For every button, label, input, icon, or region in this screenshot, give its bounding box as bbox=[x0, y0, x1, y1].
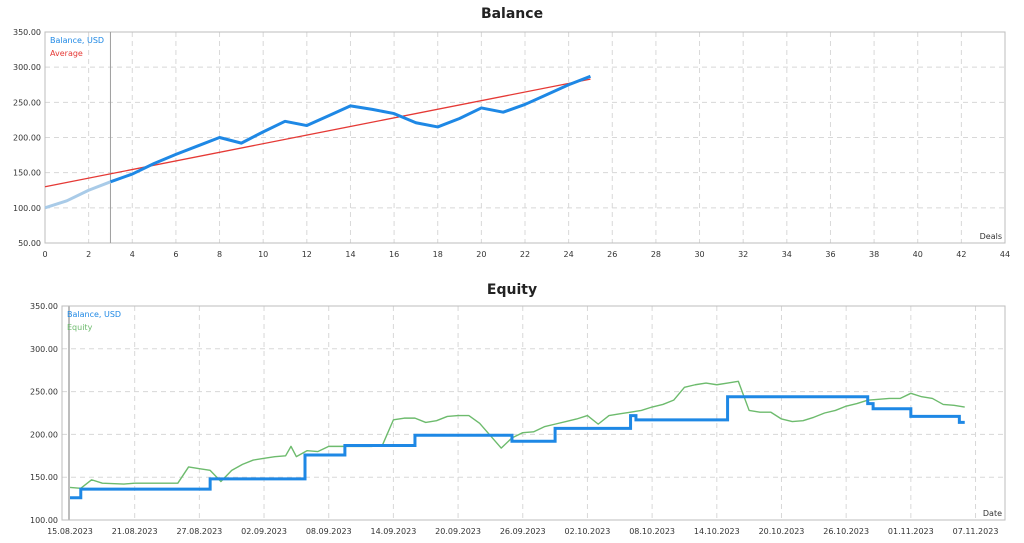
x-tick-label: 2 bbox=[86, 250, 91, 259]
y-tick-label: 100.00 bbox=[30, 516, 58, 525]
x-tick-label: 30 bbox=[694, 250, 704, 259]
balance-chart-title: Balance bbox=[480, 6, 544, 22]
x-tick-label: 6 bbox=[173, 250, 178, 259]
x-tick-label: 38 bbox=[869, 250, 879, 259]
x-tick-label: 4 bbox=[130, 250, 135, 259]
x-tick-label: 21.08.2023 bbox=[112, 527, 158, 536]
y-tick-label: 200.00 bbox=[30, 430, 58, 439]
x-tick-label: 20.10.2023 bbox=[759, 527, 805, 536]
y-tick-label: 300.00 bbox=[30, 345, 58, 354]
equity-line bbox=[69, 380, 965, 490]
x-tick-label: 02.09.2023 bbox=[241, 527, 287, 536]
x-tick-label: 14.10.2023 bbox=[694, 527, 740, 536]
plot-border bbox=[44, 31, 1006, 244]
x-tick-label: 36 bbox=[825, 250, 835, 259]
x-tick-label: 26.09.2023 bbox=[500, 527, 546, 536]
x-tick-label: 20 bbox=[476, 250, 486, 259]
average-line bbox=[44, 78, 591, 188]
x-axis-label: Date bbox=[983, 509, 1002, 518]
legend-balance: Balance, USD bbox=[50, 36, 104, 45]
x-tick-label: 28 bbox=[651, 250, 661, 259]
x-tick-label: 08.10.2023 bbox=[629, 527, 675, 536]
x-tick-label: 14.09.2023 bbox=[370, 527, 416, 536]
x-tick-label: 18 bbox=[433, 250, 443, 259]
x-tick-label: 08.09.2023 bbox=[306, 527, 352, 536]
x-tick-label: 44 bbox=[1000, 250, 1010, 259]
y-tick-label: 150.00 bbox=[30, 473, 58, 482]
x-tick-label: 16 bbox=[389, 250, 399, 259]
y-tick-label: 100.00 bbox=[13, 204, 41, 213]
x-tick-label: 20.09.2023 bbox=[435, 527, 481, 536]
x-tick-label: 22 bbox=[520, 250, 530, 259]
y-tick-label: 300.00 bbox=[13, 63, 41, 72]
legend-equity: Equity bbox=[67, 323, 93, 332]
x-tick-label: 12 bbox=[302, 250, 312, 259]
y-tick-label: 350.00 bbox=[30, 302, 58, 311]
equity-chart-title: Equity bbox=[486, 282, 538, 298]
x-tick-label: 15.08.2023 bbox=[47, 527, 93, 536]
x-tick-label: 0 bbox=[42, 250, 47, 259]
y-tick-label: 200.00 bbox=[13, 134, 41, 143]
x-tick-label: 01.11.2023 bbox=[888, 527, 934, 536]
x-tick-label: 42 bbox=[956, 250, 966, 259]
x-tick-label: 26.10.2023 bbox=[823, 527, 869, 536]
balance-line-history bbox=[44, 180, 111, 210]
y-tick-label: 250.00 bbox=[30, 388, 58, 397]
x-tick-label: 10 bbox=[258, 250, 268, 259]
x-tick-label: 8 bbox=[217, 250, 222, 259]
x-tick-label: 02.10.2023 bbox=[565, 527, 611, 536]
x-tick-label: 14 bbox=[345, 250, 355, 259]
legend-average: Average bbox=[50, 49, 83, 58]
x-tick-label: 07.11.2023 bbox=[953, 527, 999, 536]
x-axis-label: Deals bbox=[980, 232, 1002, 241]
legend-balance: Balance, USD bbox=[67, 310, 121, 319]
y-tick-label: 350.00 bbox=[13, 28, 41, 37]
y-tick-label: 50.00 bbox=[18, 239, 41, 248]
y-tick-label: 150.00 bbox=[13, 169, 41, 178]
x-tick-label: 34 bbox=[782, 250, 792, 259]
plot-border bbox=[61, 305, 1006, 521]
x-tick-label: 24 bbox=[564, 250, 574, 259]
balance-chart: 0 2 4 6 8 10 12 14 16 18 20 22 24 26 28 30 32 34 36 38 40 42 4… bbox=[13, 28, 1010, 259]
balance-step-line bbox=[70, 395, 965, 500]
balance-line bbox=[109, 74, 591, 184]
x-tick-label: 32 bbox=[738, 250, 748, 259]
x-tick-label: 40 bbox=[913, 250, 923, 259]
y-tick-label: 250.00 bbox=[13, 98, 41, 107]
x-tick-label: 27.08.2023 bbox=[176, 527, 222, 536]
x-tick-label: 26 bbox=[607, 250, 617, 259]
